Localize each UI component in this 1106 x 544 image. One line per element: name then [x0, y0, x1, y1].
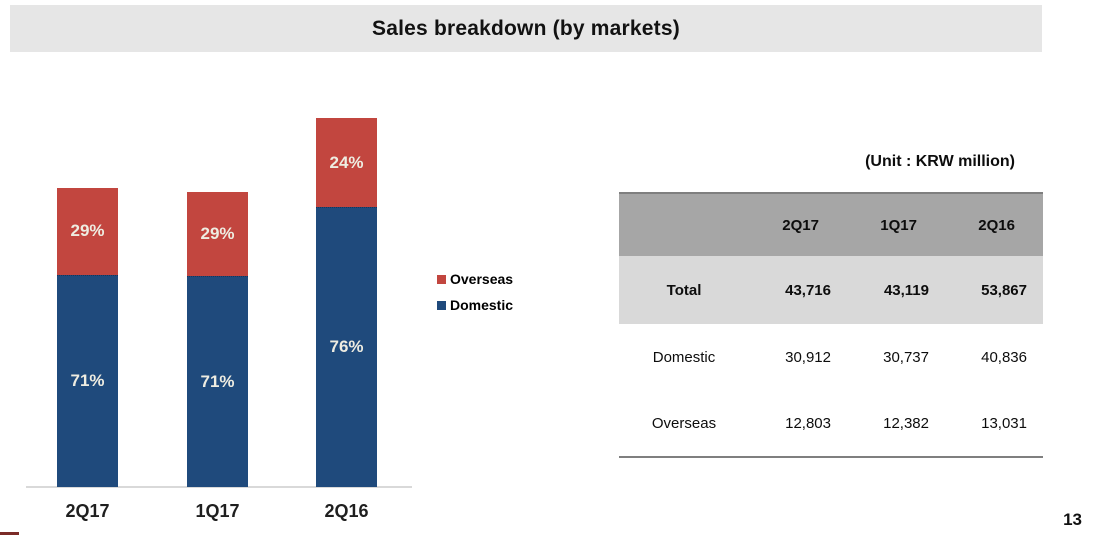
- percent-label-overseas: 24%: [329, 152, 364, 172]
- bar-segment-domestic: [57, 275, 118, 487]
- percent-label-domestic: 71%: [200, 371, 235, 391]
- x-axis-label-2q16: 2Q16: [324, 501, 369, 521]
- legend-item-domestic: Domestic: [437, 297, 513, 313]
- percent-label-domestic: 76%: [329, 337, 364, 357]
- cell-domestic-2q16: 40,836: [981, 348, 1027, 366]
- bar-segment-overseas: [57, 187, 118, 276]
- cell-overseas-2q17: 12,803: [785, 414, 831, 432]
- table-row-overseas: Overseas 12,803 12,382 13,031: [619, 390, 1043, 456]
- table-header-2q16: 2Q16: [978, 216, 1015, 234]
- cell-domestic-1q17: 30,737: [883, 348, 929, 366]
- row-label: Domestic: [652, 348, 716, 366]
- percent-label-overseas: 29%: [70, 221, 105, 241]
- title-banner: Sales breakdown (by markets): [10, 5, 1042, 52]
- bar-segment-domestic: [187, 276, 248, 487]
- table-row-total: Total 43,716 43,119 53,867: [619, 256, 1043, 324]
- x-axis-label-1q17: 1Q17: [195, 501, 240, 521]
- bar-segment-domestic: [316, 207, 377, 487]
- percent-label-domestic: 71%: [70, 371, 105, 391]
- row-label: Total: [666, 281, 702, 299]
- bar-segment-overseas: [187, 191, 248, 277]
- x-axis-label-2q17: 2Q17: [65, 501, 110, 521]
- legend-swatch-overseas-icon: [437, 274, 446, 284]
- cell-overseas-1q17: 12,382: [883, 414, 929, 432]
- slide-title: Sales breakdown (by markets): [372, 16, 680, 40]
- bar-segment-overseas: [316, 118, 377, 208]
- bar-2q17: 29% 71%: [57, 187, 118, 487]
- x-axis-line: [26, 486, 412, 488]
- percent-label-overseas: 29%: [200, 224, 235, 244]
- chart-legend: Overseas Domestic: [437, 271, 513, 323]
- cell-total-2q16: 53,867: [981, 281, 1027, 299]
- sales-mix-chart: 29% 71% 2Q17 29% 71% 1Q17 24% 76% 2Q16 Overseas …: [26, 118, 513, 521]
- table-header-row: 2Q17 1Q17 2Q16: [619, 194, 1043, 256]
- legend-label-domestic: Domestic: [450, 297, 514, 313]
- bar-1q17: 29% 71%: [187, 191, 248, 487]
- footer-accent-line: [0, 532, 19, 535]
- unit-label: (Unit : KRW million): [865, 153, 1015, 170]
- table-row-domestic: Domestic 30,912 30,737 40,836: [619, 324, 1043, 390]
- bar-2q16: 24% 76%: [316, 118, 377, 487]
- table-header-1q17: 1Q17: [880, 216, 917, 234]
- cell-domestic-2q17: 30,912: [785, 348, 831, 366]
- legend-swatch-domestic-icon: [437, 300, 446, 310]
- page-number: 13: [1063, 510, 1082, 529]
- sales-table: 2Q17 1Q17 2Q16 Total 43,716 43,119 53,867 Domes…: [619, 192, 1043, 458]
- cell-overseas-2q16: 13,031: [981, 414, 1027, 432]
- cell-total-1q17: 43,119: [883, 281, 929, 299]
- legend-label-overseas: Overseas: [450, 271, 514, 287]
- table-header-2q17: 2Q17: [782, 216, 819, 234]
- legend-item-overseas: Overseas: [437, 271, 513, 287]
- row-label: Overseas: [651, 414, 717, 432]
- cell-total-2q17: 43,716: [785, 281, 831, 299]
